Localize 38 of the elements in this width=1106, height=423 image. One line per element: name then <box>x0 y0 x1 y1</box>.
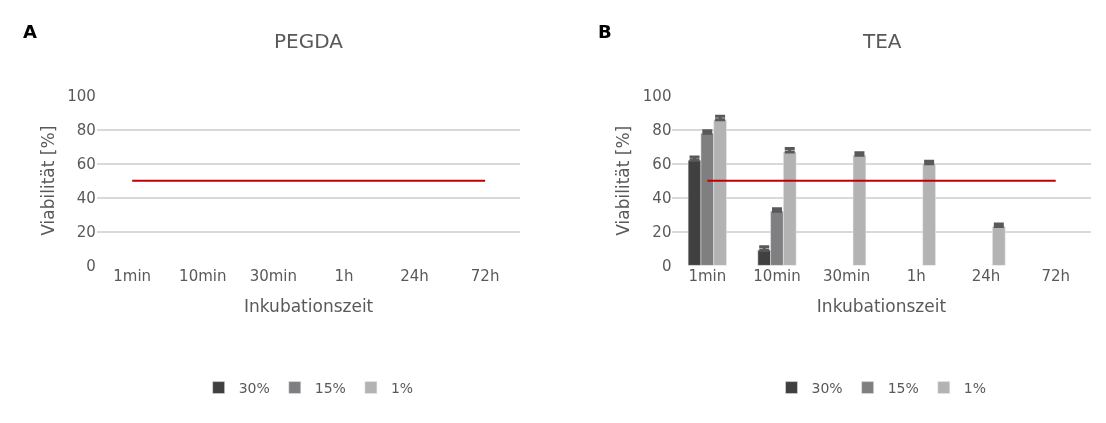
y-tick-label: 40 <box>76 188 96 207</box>
x-tick-label: 30min <box>822 267 871 286</box>
x-tick-label: 30min <box>249 267 298 286</box>
y-tick-label: 60 <box>76 155 96 174</box>
x-tick-label: 1h <box>334 267 354 286</box>
y-axis-title: Viabilität [%] <box>613 125 634 236</box>
x-tick-label: 1h <box>906 267 926 286</box>
legend-label: 1% <box>390 380 414 397</box>
chart-title: PEGDA <box>274 29 344 53</box>
legend-label: 1% <box>963 380 986 397</box>
y-tick-label: 80 <box>76 121 96 140</box>
text: B <box>598 21 612 42</box>
x-tick-label: 1min <box>688 267 727 286</box>
x-tick-label: 10min <box>753 267 801 286</box>
y-tick-label: 100 <box>642 87 672 106</box>
y-tick-label: 60 <box>652 155 672 174</box>
legend-label: 15% <box>314 380 346 397</box>
y-tick-label: 80 <box>652 121 672 140</box>
y-tick-label: 0 <box>661 256 672 275</box>
x-tick-label: 72h <box>470 267 500 286</box>
chart-title: TEA <box>862 29 902 53</box>
y-tick-label: 100 <box>67 87 96 106</box>
x-tick-label: 10min <box>179 267 227 286</box>
x-axis-title: Inkubationszeit <box>816 295 947 316</box>
y-tick-label: 0 <box>86 256 96 275</box>
x-tick-label: 72h <box>1041 267 1071 286</box>
x-tick-label: 1min <box>113 267 152 286</box>
legend-label: 30% <box>811 380 843 397</box>
x-tick-label: 24h <box>400 267 429 286</box>
y-tick-label: 20 <box>652 222 672 241</box>
y-axis-title: Viabilität [%] <box>37 125 58 236</box>
x-tick-label: 24h <box>971 267 1001 286</box>
y-tick-label: 40 <box>652 188 672 207</box>
text: A <box>23 21 37 42</box>
legend-label: 15% <box>887 380 919 397</box>
y-tick-label: 20 <box>76 222 96 241</box>
legend-label: 30% <box>238 380 270 397</box>
x-axis-title: Inkubationszeit <box>244 295 374 316</box>
